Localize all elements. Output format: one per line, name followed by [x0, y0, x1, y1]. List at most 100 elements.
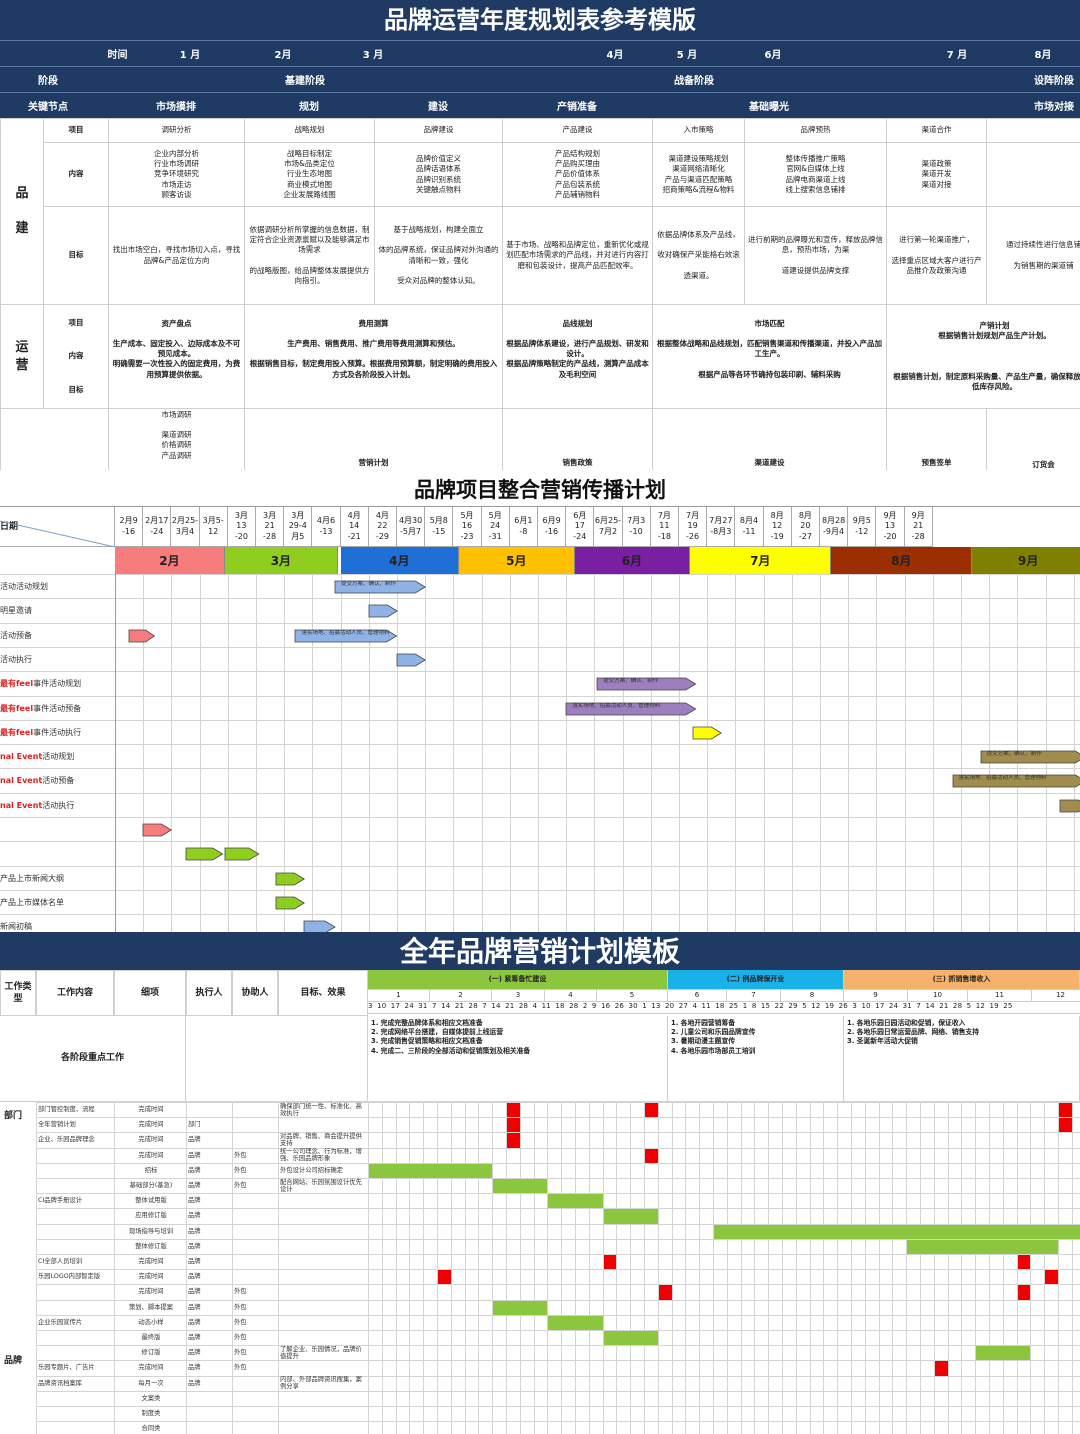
- gantt-bar: [980, 750, 1080, 764]
- row-item: 完成时间: [138, 1106, 164, 1114]
- row-exec: [188, 1406, 232, 1421]
- schedule-bar: [714, 1224, 1080, 1239]
- row-item: 制度类: [141, 1410, 161, 1418]
- row-exec: 品牌: [188, 1258, 201, 1266]
- grid-line: [892, 1102, 894, 1434]
- gantt-bar-shape: [142, 823, 173, 837]
- row-exec: 品牌: [188, 1379, 201, 1387]
- row-goal: [280, 1315, 368, 1330]
- table-col-header: 执行人: [186, 970, 232, 1016]
- grid-line: [848, 574, 850, 932]
- gantt-bar-shape: [565, 702, 697, 715]
- row-goal: 统一公司理念、行为标准，增强、乐园品牌形象: [280, 1148, 362, 1163]
- grid-line: [561, 1102, 563, 1434]
- gantt-bar-text: 提交方案、确认、制作: [340, 581, 396, 587]
- ops-col: 品线规划 根据品牌体系建设，进行产品规划、研发和设计。 根据品牌策略制定的产品线…: [503, 305, 653, 409]
- row-highlight: 最有feel: [0, 679, 34, 689]
- grid-line: [36, 1102, 37, 1434]
- grid-line: [932, 574, 934, 932]
- grid-line: [232, 1102, 233, 1434]
- grid-line: [36, 1345, 1080, 1347]
- month-number: 4: [545, 990, 597, 1002]
- grid-line: [679, 574, 680, 932]
- grid-line: [36, 1117, 1080, 1119]
- month-number: 11: [968, 990, 1032, 1002]
- gantt-bar: [303, 920, 336, 932]
- row-goal: [280, 1193, 368, 1208]
- row-content: [38, 1208, 114, 1223]
- month-band: 9月: [972, 547, 1080, 574]
- gantt-row-label: 活动活动规划: [0, 581, 48, 592]
- deadline-marker: [1045, 1270, 1058, 1285]
- brand-content: [987, 143, 1080, 207]
- row-text: 产品上市媒体名单: [0, 897, 64, 907]
- grid-line: [616, 1102, 618, 1434]
- grid-line: [114, 1102, 115, 1434]
- grid-line: [754, 1102, 756, 1434]
- grid-line: [227, 574, 229, 932]
- month-band: 4月: [340, 547, 460, 574]
- row-item: 完成时间: [138, 1258, 164, 1266]
- row-assist: [234, 1117, 278, 1132]
- gantt-bar: [275, 896, 305, 910]
- week-header: 7月 19 -26: [679, 507, 708, 547]
- gantt-bar-text: 提交方案、确认、制作: [986, 751, 1042, 758]
- brand-project: 调研分析: [109, 119, 245, 143]
- month-number: 12: [1032, 990, 1080, 1002]
- row-assist: [234, 1254, 278, 1269]
- grid-line: [961, 574, 962, 932]
- week-header: 9月 13 -20: [876, 507, 905, 547]
- grid-line: [547, 1102, 549, 1434]
- row-content: [38, 1178, 114, 1193]
- row-goal: [280, 1208, 368, 1223]
- row-content: [38, 1224, 114, 1239]
- month-number: 9: [844, 990, 908, 1002]
- month-number: 10: [908, 990, 968, 1002]
- ops-col: 市场匹配 根据整体战略和品线规划，匹配销售渠道和传播渠道，并投入产品加工生产。 …: [653, 305, 887, 409]
- row-item: 完成时间: [138, 1151, 164, 1159]
- row-item: 现场指导与培训: [128, 1227, 174, 1235]
- brand-goal: 进行第一轮渠道推广， 选择重点区域大客户进行产品推介及政策沟通: [887, 207, 987, 305]
- brand-project: 品牌建设: [375, 119, 503, 143]
- deadline-marker: [507, 1103, 520, 1118]
- gantt-bar-shape: [334, 580, 426, 594]
- stage-header-label: 阶段: [38, 76, 58, 87]
- bottom-cell: 渠道建设: [653, 409, 887, 470]
- brand-goal: 基于市场、战略和品牌定位，重新优化或规划匹配市场需求的产品线，并对进行内容打磨和…: [503, 207, 653, 305]
- week-header: 4月30 -5月7: [397, 507, 426, 547]
- gantt-bar: [185, 847, 223, 861]
- gantt-bar-shape: [368, 604, 398, 618]
- ipc-plan-section: 品牌项目整合营销传播计划 日期 2月9 -16 2月17 -24 2月25- 3月4…: [0, 470, 1080, 932]
- row-exec: 品牌: [188, 1166, 201, 1174]
- grid-line: [566, 574, 568, 932]
- row-item: 招标: [144, 1166, 158, 1174]
- week-header: 3月5- 12: [199, 507, 228, 547]
- grid-line: [143, 574, 145, 932]
- phase-header: (二) 例品牌保开业: [668, 970, 844, 990]
- row-highlight: 最有feel: [0, 727, 34, 737]
- row-exec: 品牌: [188, 1151, 201, 1159]
- deadline-marker: [645, 1103, 658, 1118]
- schedule-bar: [369, 1163, 493, 1178]
- grid-line: [171, 574, 173, 932]
- gantt-bar: [334, 580, 426, 594]
- row-item: 完成时间: [138, 1121, 164, 1129]
- node-label: 建设: [428, 102, 448, 113]
- month-header: 5 月: [676, 50, 698, 61]
- gantt-bar: [1059, 799, 1080, 813]
- month-band: 6月: [574, 547, 691, 574]
- week-header: 6月1 -8: [509, 507, 538, 547]
- row-text: 事件活动预备: [33, 703, 82, 713]
- week-header: 2月17 -24: [143, 507, 172, 547]
- row-item: 动态小样: [138, 1318, 164, 1326]
- row-highlight: nal Event: [0, 800, 43, 810]
- gantt-bar-text: 落实场地、招募活动人员、管理物料: [301, 629, 390, 636]
- row-content: 企业、乐园品牌理念: [38, 1136, 95, 1144]
- grid-line: [381, 1102, 383, 1434]
- grid-line: [0, 865, 1080, 867]
- week-header: 2月9 -16: [115, 507, 144, 547]
- row-exec: 品牌: [188, 1242, 201, 1250]
- gantt-bar-shape: [303, 920, 336, 932]
- grid-line: [481, 574, 483, 932]
- gantt-row-label: nal Event活动规划: [0, 751, 74, 762]
